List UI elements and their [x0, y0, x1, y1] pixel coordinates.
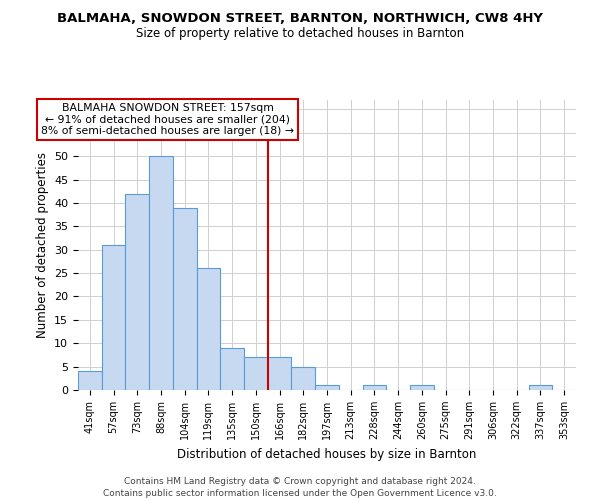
Bar: [125, 194, 149, 390]
Bar: [149, 156, 173, 390]
Y-axis label: Number of detached properties: Number of detached properties: [35, 152, 49, 338]
Text: BALMAHA SNOWDON STREET: 157sqm
← 91% of detached houses are smaller (204)
8% of : BALMAHA SNOWDON STREET: 157sqm ← 91% of …: [41, 103, 294, 136]
Text: Contains HM Land Registry data © Crown copyright and database right 2024.: Contains HM Land Registry data © Crown c…: [124, 478, 476, 486]
Bar: [315, 386, 339, 390]
X-axis label: Distribution of detached houses by size in Barnton: Distribution of detached houses by size …: [178, 448, 476, 460]
Bar: [220, 348, 244, 390]
Text: Contains public sector information licensed under the Open Government Licence v3: Contains public sector information licen…: [103, 489, 497, 498]
Text: BALMAHA, SNOWDON STREET, BARNTON, NORTHWICH, CW8 4HY: BALMAHA, SNOWDON STREET, BARNTON, NORTHW…: [57, 12, 543, 26]
Bar: [197, 268, 220, 390]
Bar: [410, 386, 434, 390]
Bar: [292, 366, 315, 390]
Bar: [268, 358, 292, 390]
Bar: [244, 358, 268, 390]
Bar: [102, 245, 125, 390]
Text: Size of property relative to detached houses in Barnton: Size of property relative to detached ho…: [136, 28, 464, 40]
Bar: [78, 372, 102, 390]
Bar: [362, 386, 386, 390]
Bar: [529, 386, 552, 390]
Bar: [173, 208, 197, 390]
